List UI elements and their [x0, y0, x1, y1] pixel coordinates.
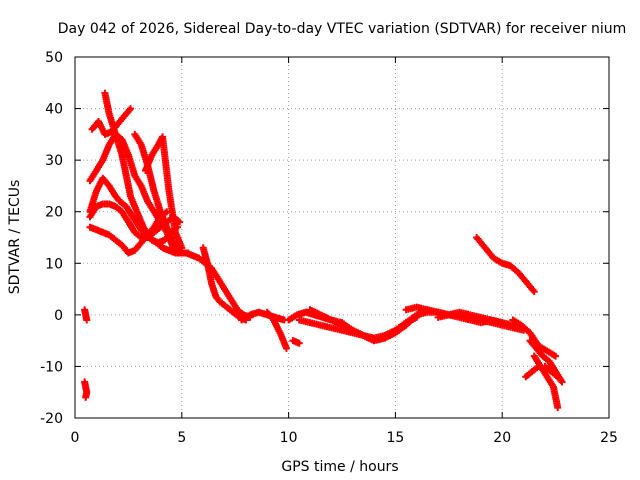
series-arc-2	[88, 105, 135, 138]
x-tick-label: 5	[177, 430, 186, 446]
data-point	[557, 377, 565, 385]
series-arc-11	[182, 249, 254, 321]
series-arc-12	[199, 244, 250, 324]
data-point	[163, 208, 171, 216]
y-tick-label: -20	[40, 411, 63, 427]
data-point	[552, 352, 560, 360]
series-arc-13	[238, 308, 288, 324]
y-tick-label: -10	[40, 359, 63, 375]
y-axis-label: SDTVAR / TECUs	[7, 180, 23, 295]
x-tick-label: 0	[71, 430, 80, 446]
y-tick-labels: -20 -10 0 10 20 30 40 50	[40, 50, 63, 427]
data-point	[83, 316, 91, 324]
series-arc-8	[142, 133, 186, 252]
data-point	[295, 339, 303, 347]
data-point	[282, 344, 290, 352]
series-arc-9	[81, 306, 91, 324]
data-point	[127, 105, 135, 113]
series-arc-16	[289, 337, 303, 347]
data-point	[82, 393, 90, 401]
x-tick-label: 10	[280, 430, 298, 446]
series-arc-22	[434, 308, 517, 329]
x-tick-label: 25	[600, 430, 618, 446]
y-tick-label: 40	[45, 102, 63, 118]
y-tick-label: 30	[45, 153, 63, 169]
data-point	[530, 288, 538, 296]
data-point	[554, 404, 562, 412]
series-arc-10	[81, 378, 91, 401]
y-tick-label: 50	[45, 50, 63, 66]
series-arc-23	[473, 234, 538, 296]
grid	[75, 57, 609, 418]
x-tick-label: 20	[493, 430, 511, 446]
x-tick-labels: 0 5 10 15 20 25	[71, 430, 618, 446]
data-points	[81, 89, 566, 412]
data-point	[558, 378, 566, 386]
x-axis-label: GPS time / hours	[281, 459, 398, 475]
data-point	[535, 362, 543, 370]
y-tick-label: 20	[45, 205, 63, 221]
axis-ticks	[74, 56, 610, 419]
data-point	[176, 218, 184, 226]
chart-title: Day 042 of 2026, Sidereal Day-to-day VTE…	[58, 21, 627, 37]
y-tick-label: 0	[54, 308, 63, 324]
series-arc-19	[327, 313, 421, 345]
x-tick-label: 15	[386, 430, 404, 446]
y-tick-label: 10	[45, 256, 63, 272]
plot-frame	[74, 56, 610, 419]
data-point	[178, 244, 186, 252]
series-arc-27	[522, 362, 543, 381]
series-arc-26	[530, 352, 562, 412]
series-arc-6	[86, 208, 171, 257]
series-arc-14	[263, 308, 290, 352]
series-arc-28	[541, 362, 566, 386]
